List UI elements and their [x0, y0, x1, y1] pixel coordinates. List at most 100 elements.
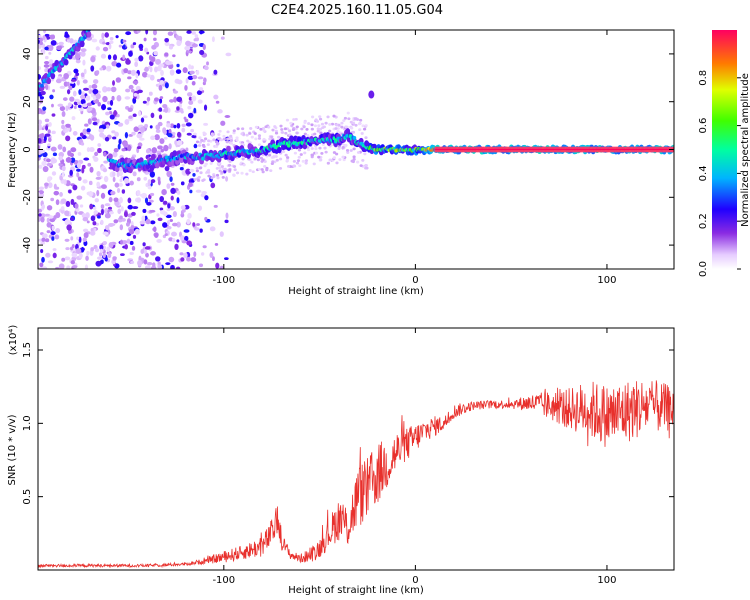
spectrogram-noise-cell	[143, 249, 148, 254]
spectrogram-noise-cell	[146, 262, 153, 266]
spectrogram-noise-cell	[90, 91, 94, 98]
spectrogram-noise-cell	[137, 142, 143, 148]
spectrogram-noise-cell	[335, 123, 339, 127]
spectrogram-noise-cell	[210, 176, 214, 180]
spectrogram-noise-cell	[86, 102, 93, 107]
spectrogram-noise-cell	[209, 251, 214, 258]
spectrogram-noise-cell	[141, 192, 148, 199]
spectrogram-noise-cell	[328, 123, 332, 126]
spectrogram-noise-cell	[256, 158, 260, 162]
spectrogram-noise-cell	[200, 252, 205, 256]
spectrogram-noise-cell	[76, 162, 82, 169]
spectrogram-noise-cell	[209, 162, 213, 165]
spectrogram-noise-cell	[109, 99, 114, 106]
spectrogram-noise-cell	[40, 249, 44, 254]
spectrogram-noise-cell	[176, 221, 181, 228]
spectrogram-noise-cell	[260, 168, 264, 171]
spectrogram-noise-cell	[43, 135, 47, 142]
snr-y-ticks: 0.5 1.0 1.5	[22, 342, 674, 505]
spectrogram-noise-cell	[172, 90, 179, 94]
spectrogram-noise-cell	[146, 96, 151, 102]
spectrogram-noise-cell	[262, 137, 266, 141]
spectrogram-noise-cell	[283, 127, 287, 131]
spectrogram-noise-cell	[76, 168, 81, 172]
spectrogram-noise-cell	[44, 238, 50, 243]
spectrogram-noise-cell	[162, 222, 168, 228]
y-tick-label: 40	[22, 48, 33, 61]
spectrogram-noise-cell	[52, 248, 57, 251]
spectrogram-noise-cell	[79, 204, 84, 208]
spectrogram-noise-cell	[206, 169, 210, 173]
spectrogram-noise-cell	[257, 143, 262, 147]
spectrogram-noise-cell	[118, 182, 123, 187]
spectrogram-noise-cell	[350, 159, 354, 163]
spectrogram-noise-cell	[38, 137, 42, 144]
spectrogram-noise-cell	[293, 151, 297, 155]
spectrogram-noise-cell	[191, 31, 196, 35]
spectrogram-noise-cell	[97, 143, 102, 147]
spectrogram-noise-cell	[250, 160, 254, 164]
snr-frame	[37, 327, 675, 571]
spectrogram-noise-cell	[107, 107, 112, 111]
spectrogram-noise-cell	[93, 210, 99, 215]
spectrogram-noise-cell	[101, 32, 105, 39]
spectrogram-noise-cell	[124, 96, 131, 100]
spectrogram-noise-cell	[55, 78, 62, 84]
spectrogram-noise-cell	[127, 197, 132, 204]
spectrogram-noise-cell	[46, 158, 51, 163]
spectrogram-noise-cell	[116, 171, 120, 178]
spectrogram-noise-cell	[144, 197, 149, 204]
spectrogram-noise-cell	[38, 124, 42, 131]
spectrogram-noise-cell	[300, 127, 304, 131]
x-tick-label: -100	[212, 575, 235, 586]
spectrogram-noise-cell	[149, 125, 153, 129]
spectrogram-noise-cell	[48, 215, 54, 219]
spectrogram-noise-cell	[271, 128, 275, 132]
colorbar-ticks: 0.0 0.2 0.4 0.6 0.8	[698, 70, 741, 277]
spectrogram-noise-cell	[196, 223, 200, 226]
spectrogram-noise-cell	[43, 60, 50, 65]
spectrogram-noise-cell	[213, 204, 218, 208]
colorbar-tick-label: 0.8	[698, 70, 709, 86]
spectrogram-noise-cell	[189, 70, 195, 75]
spectrogram-noise-cell	[157, 145, 163, 150]
spectrogram-noise-cell	[51, 130, 56, 135]
spectrogram-noise-cell	[361, 124, 365, 128]
spectrogram-noise-cell	[201, 191, 208, 195]
spectrogram-noise-cell	[206, 143, 210, 147]
spectrogram-noise-cell	[62, 97, 68, 101]
spectrogram-noise-cell	[295, 161, 300, 165]
spectrogram-noise-cell	[149, 209, 156, 213]
spectrogram-noise-cell	[110, 190, 116, 196]
spectrogram-noise-cell	[305, 128, 309, 131]
spectrogram-noise-cell	[163, 200, 168, 205]
spectrogram-noise-cell	[55, 266, 60, 269]
spectrogram-noise-cell	[271, 155, 276, 159]
spectrogram-noise-cell	[52, 252, 57, 259]
snr-series-line	[38, 380, 674, 569]
spectrogram-noise-cell	[174, 243, 179, 250]
spectrogram-noise-cell	[61, 165, 66, 172]
spectrogram-noise-cell	[116, 113, 120, 118]
spectrogram-noise-cell	[114, 131, 119, 137]
spectrogram-noise-cell	[358, 128, 362, 132]
spectrogram-noise-cell	[138, 110, 142, 117]
spectrogram-noise-cell	[67, 127, 71, 131]
spectrogram-noise-cell	[229, 134, 233, 138]
spectrogram-noise-cell	[172, 54, 176, 58]
spectrogram-noise-cell	[167, 31, 174, 36]
spectrogram-noise-cell	[280, 131, 285, 134]
spectrogram-noise-cell	[314, 151, 319, 155]
spectrogram-noise-cell	[97, 147, 102, 154]
spectrogram-noise-cell	[102, 86, 108, 93]
spectrogram-noise-cell	[115, 35, 119, 39]
spectrogram-noise-cell	[117, 188, 121, 193]
spectrogram-noise-cell	[162, 103, 168, 109]
spectrogram-noise-cell	[53, 215, 57, 220]
spectrogram-noise-cell	[117, 208, 122, 215]
spectrogram-noise-cell	[109, 114, 115, 120]
spectrogram-noise-cell	[55, 199, 60, 206]
spectrogram-noise-cell	[253, 132, 257, 135]
spectrogram-noise-cell	[217, 109, 223, 114]
